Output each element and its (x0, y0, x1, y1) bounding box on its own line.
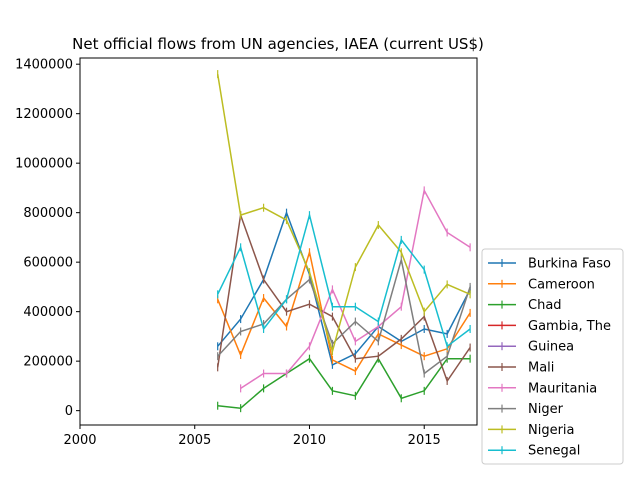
x-tick-label: 2015 (408, 433, 441, 448)
legend-label: Nigeria (528, 423, 575, 438)
x-tick-label: 2000 (63, 433, 96, 448)
legend-frame (481, 248, 624, 465)
series-line (217, 210, 471, 366)
legend-label: Niger (528, 402, 564, 417)
series-line (217, 259, 471, 375)
legend-label: Chad (528, 298, 562, 313)
y-tick-label: 1000000 (15, 157, 73, 172)
series-cameroon (217, 248, 471, 376)
series-mauritania (240, 186, 471, 393)
axes: 2000 2005 2010 2015 0 200000 400000 600000 80000… (15, 58, 441, 448)
legend-label: Mauritania (528, 381, 597, 396)
y-tick-label: 400000 (23, 305, 73, 320)
series-line (217, 357, 471, 409)
series-line (217, 212, 471, 348)
x-tick-label: 2005 (178, 433, 211, 448)
legend: Burkina Faso Cameroon Chad Gambia, The Guine… (481, 248, 624, 465)
series-line (216, 214, 471, 383)
series-nigeria (216, 70, 471, 356)
series-niger (217, 255, 471, 378)
chart-title: Net official flows from UN agencies, IAE… (72, 35, 484, 53)
series-burkina-faso (217, 208, 471, 369)
y-tick-label: 0 (65, 404, 73, 419)
series-chad (217, 354, 471, 413)
legend-label: Guinea (528, 340, 574, 355)
legend-label: Gambia, The (528, 319, 611, 334)
legend-label: Senegal (528, 444, 580, 459)
legend-label: Cameroon (528, 277, 595, 292)
plot-frame (79, 57, 478, 426)
y-tick-label: 1200000 (15, 107, 73, 122)
y-tick-label: 200000 (23, 355, 73, 370)
legend-label: Mali (528, 361, 554, 376)
series-layer (216, 70, 471, 413)
y-tick-label: 1400000 (15, 58, 73, 73)
y-tick-label: 600000 (23, 256, 73, 271)
y-tick-label: 800000 (23, 206, 73, 221)
series-line (217, 249, 471, 373)
x-tick-label: 2010 (293, 433, 326, 448)
series-senegal (217, 211, 471, 351)
legend-label: Burkina Faso (528, 257, 611, 272)
series-line (216, 73, 471, 355)
